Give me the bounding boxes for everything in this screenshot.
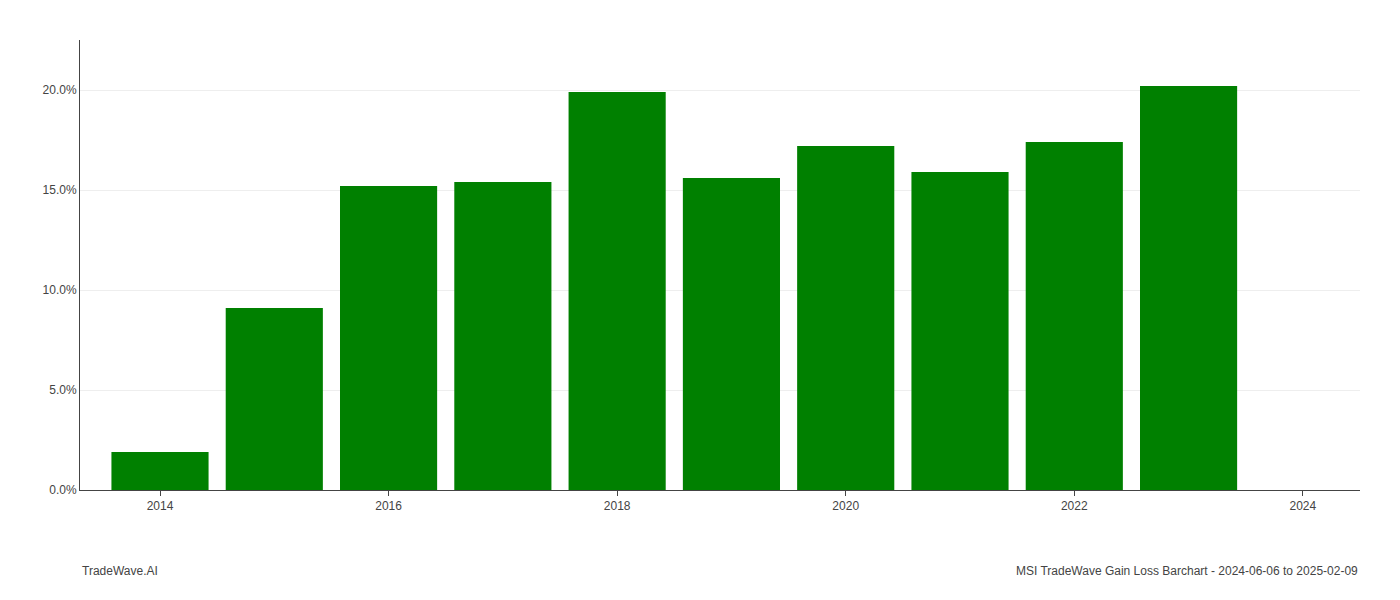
svg-text:5.0%: 5.0% xyxy=(49,383,77,397)
svg-text:0.0%: 0.0% xyxy=(49,483,77,497)
svg-text:TradeWave.AI: TradeWave.AI xyxy=(82,564,158,578)
svg-text:2020: 2020 xyxy=(832,499,859,513)
svg-text:2022: 2022 xyxy=(1061,499,1088,513)
svg-text:20.0%: 20.0% xyxy=(43,83,77,97)
svg-text:15.0%: 15.0% xyxy=(43,183,77,197)
svg-text:10.0%: 10.0% xyxy=(43,283,77,297)
svg-text:2018: 2018 xyxy=(604,499,631,513)
svg-text:2016: 2016 xyxy=(375,499,402,513)
svg-text:2024: 2024 xyxy=(1290,499,1317,513)
svg-text:2014: 2014 xyxy=(147,499,174,513)
svg-text:MSI TradeWave Gain Loss Barcha: MSI TradeWave Gain Loss Barchart - 2024-… xyxy=(1016,564,1358,578)
